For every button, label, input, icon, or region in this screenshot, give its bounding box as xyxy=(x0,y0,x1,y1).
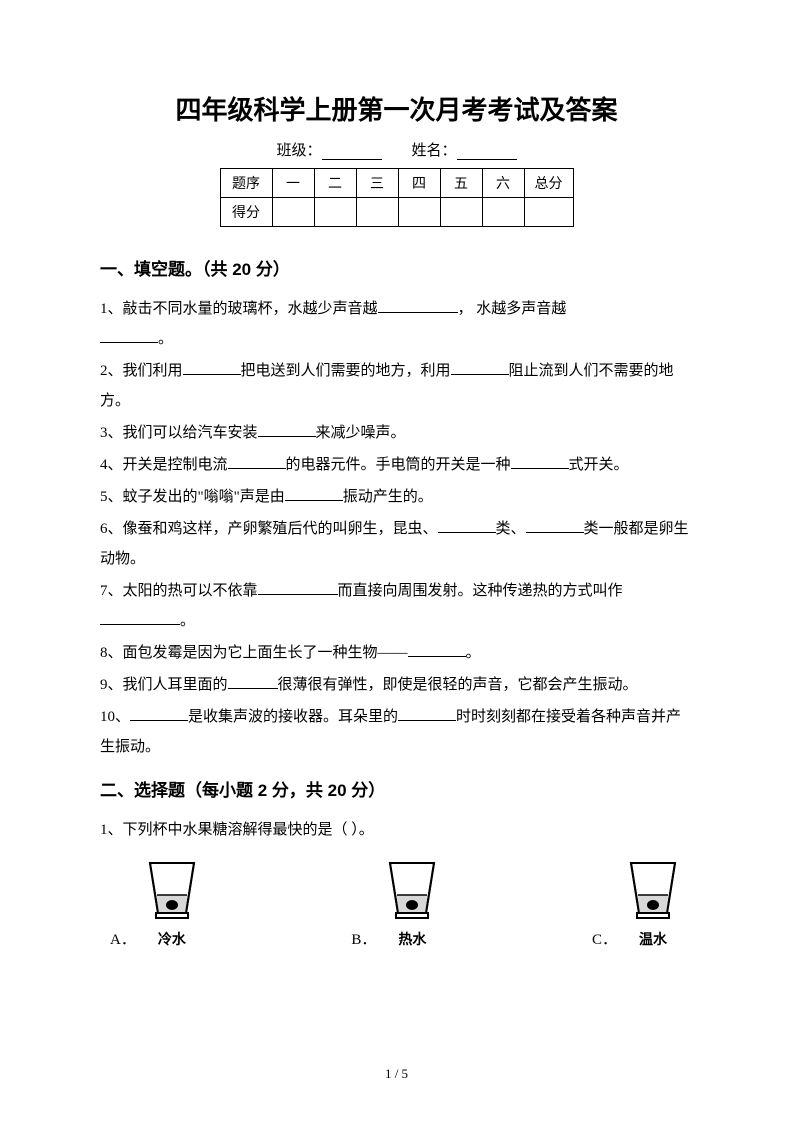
q-text: 3、我们可以给汽车安装 xyxy=(100,425,258,441)
class-label: 班级： xyxy=(276,143,321,159)
blank xyxy=(526,520,584,534)
th-total: 总分 xyxy=(524,169,573,198)
score-cell xyxy=(524,198,573,227)
option-b: B． 热水 xyxy=(351,855,442,949)
table-row: 题序 一 二 三 四 五 六 总分 xyxy=(220,169,573,198)
blank xyxy=(100,612,180,626)
score-cell xyxy=(314,198,356,227)
q-text: 10、 xyxy=(100,709,130,725)
table-row: 得分 xyxy=(220,198,573,227)
score-cell xyxy=(398,198,440,227)
blank xyxy=(258,582,338,596)
th-5: 五 xyxy=(440,169,482,198)
q-text: 。 xyxy=(180,613,195,629)
q-text: 把电送到人们需要的地方，利用 xyxy=(241,363,451,379)
s2-question-1: 1、下列杯中水果糖溶解得最快的是（ ）。 xyxy=(100,815,693,845)
blank xyxy=(378,300,458,314)
cup-b-wrap: 热水 xyxy=(382,855,442,949)
th-1: 一 xyxy=(272,169,314,198)
option-letter: C． xyxy=(592,928,617,949)
option-c: C． 温水 xyxy=(592,855,683,949)
blank xyxy=(100,330,158,344)
th-6: 六 xyxy=(482,169,524,198)
blank xyxy=(438,520,496,534)
q-text: 式开关。 xyxy=(569,457,629,473)
score-cell xyxy=(272,198,314,227)
th-4: 四 xyxy=(398,169,440,198)
q-text: 类、 xyxy=(496,521,526,537)
cup-icon xyxy=(382,855,442,925)
student-info-line: 班级： 姓名： xyxy=(100,139,693,160)
blank xyxy=(285,488,343,502)
question-5: 5、蚊子发出的"嗡嗡"声是由 振动产生的。 xyxy=(100,482,693,512)
score-cell xyxy=(440,198,482,227)
blank xyxy=(130,708,188,722)
cup-label: 温水 xyxy=(639,929,667,949)
question-3: 3、我们可以给汽车安装 来减少噪声。 xyxy=(100,418,693,448)
question-6: 6、像蚕和鸡这样，产卵繁殖后代的叫卵生，昆虫、类、类一般都是卵生动物。 xyxy=(100,514,693,574)
th-seq: 题序 xyxy=(220,169,272,198)
cup-c-wrap: 温水 xyxy=(623,855,683,949)
blank xyxy=(228,456,286,470)
q-text: 7、太阳的热可以不依靠 xyxy=(100,583,258,599)
q-text: 5、蚊子发出的"嗡嗡"声是由 xyxy=(100,489,285,505)
options-row: A． 冷水 B． 热水 xyxy=(100,855,693,949)
q-text: 。 xyxy=(158,331,173,347)
q-text: 。 xyxy=(466,645,481,661)
score-cell xyxy=(356,198,398,227)
blank xyxy=(511,456,569,470)
cup-icon xyxy=(142,855,202,925)
q-text: 来减少噪声。 xyxy=(316,425,406,441)
score-label: 得分 xyxy=(220,198,272,227)
q-text: 6、像蚕和鸡这样，产卵繁殖后代的叫卵生，昆虫、 xyxy=(100,521,438,537)
q-text: 8、面包发霉是因为它上面生长了一种生物—— xyxy=(100,645,408,661)
q-text: 2、我们利用 xyxy=(100,363,183,379)
section2-title: 二、选择题（每小题 2 分，共 20 分） xyxy=(100,776,693,801)
cup-a-wrap: 冷水 xyxy=(142,855,202,949)
question-7: 7、太阳的热可以不依靠 而直接向周围发射。这种传递热的方式叫作。 xyxy=(100,576,693,636)
section1-title: 一、填空题。（共 20 分） xyxy=(100,255,693,280)
blank xyxy=(398,708,456,722)
cup-icon xyxy=(623,855,683,925)
q-text: 1、敲击不同水量的玻璃杯，水越少声音越 xyxy=(100,301,378,317)
question-8: 8、面包发霉是因为它上面生长了一种生物—— 。 xyxy=(100,638,693,668)
q-text: 而直接向周围发射。这种传递热的方式叫作 xyxy=(338,583,623,599)
score-cell xyxy=(482,198,524,227)
blank xyxy=(183,362,241,376)
question-4: 4、开关是控制电流 的电器元件。手电筒的开关是一种 式开关。 xyxy=(100,450,693,480)
th-2: 二 xyxy=(314,169,356,198)
blank xyxy=(258,424,316,438)
option-letter: A． xyxy=(110,928,136,949)
question-2: 2、我们利用把电送到人们需要的地方，利用阻止流到人们不需要的地方。 xyxy=(100,356,693,416)
page-number: 1 / 5 xyxy=(0,1066,793,1082)
q-text: 很薄很有弹性，即使是很轻的声音，它都会产生振动。 xyxy=(278,677,638,693)
question-1: 1、敲击不同水量的玻璃杯，水越少声音越 ， 水越多声音越 。 xyxy=(100,294,693,354)
cup-label: 冷水 xyxy=(158,929,186,949)
blank xyxy=(451,362,509,376)
option-a: A． 冷水 xyxy=(110,855,202,949)
q-text: 振动产生的。 xyxy=(343,489,433,505)
question-10: 10、是收集声波的接收器。耳朵里的时时刻刻都在接受着各种声音并产生振动。 xyxy=(100,702,693,762)
score-table: 题序 一 二 三 四 五 六 总分 得分 xyxy=(220,168,574,227)
option-letter: B． xyxy=(351,928,376,949)
q-text: ， 水越多声音越 xyxy=(458,301,567,317)
q-text: 的电器元件。手电筒的开关是一种 xyxy=(286,457,511,473)
class-blank xyxy=(322,145,382,160)
q-text: 9、我们人耳里面的 xyxy=(100,677,228,693)
cup-label: 热水 xyxy=(398,929,426,949)
q-text: 4、开关是控制电流 xyxy=(100,457,228,473)
th-3: 三 xyxy=(356,169,398,198)
blank xyxy=(228,676,278,690)
blank xyxy=(408,644,466,658)
name-label: 姓名： xyxy=(412,143,457,159)
q-text: 是收集声波的接收器。耳朵里的 xyxy=(188,709,398,725)
question-9: 9、我们人耳里面的 很薄很有弹性，即使是很轻的声音，它都会产生振动。 xyxy=(100,670,693,700)
name-blank xyxy=(457,145,517,160)
page-title: 四年级科学上册第一次月考考试及答案 xyxy=(100,90,693,127)
